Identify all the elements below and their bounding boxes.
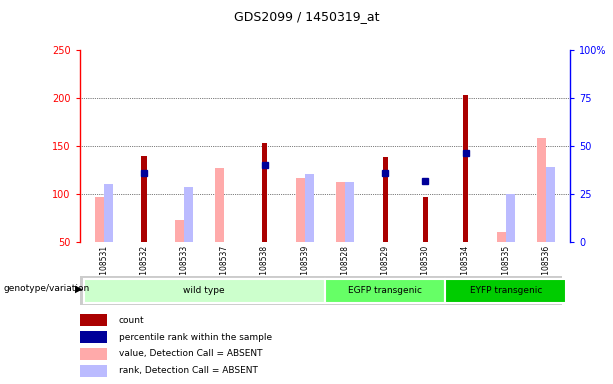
Bar — [463, 95, 468, 242]
Bar — [95, 197, 104, 242]
Text: EGFP transgenic: EGFP transgenic — [348, 286, 422, 295]
Bar — [325, 279, 446, 303]
Bar — [497, 232, 506, 242]
Bar — [305, 174, 314, 242]
Bar — [336, 182, 345, 242]
Text: ▶: ▶ — [75, 284, 82, 294]
Text: GDS2099 / 1450319_at: GDS2099 / 1450319_at — [234, 10, 379, 23]
Bar — [184, 187, 193, 242]
Text: wild type: wild type — [183, 286, 225, 295]
Bar — [80, 314, 107, 326]
Bar — [546, 167, 555, 242]
Text: count: count — [119, 316, 145, 325]
Bar — [175, 220, 184, 242]
Text: value, Detection Call = ABSENT: value, Detection Call = ABSENT — [119, 349, 262, 358]
Text: genotype/variation: genotype/variation — [3, 285, 89, 293]
Bar — [84, 279, 325, 303]
Text: EYFP transgenic: EYFP transgenic — [470, 286, 542, 295]
Bar — [345, 182, 354, 242]
Bar — [383, 157, 387, 242]
Bar — [262, 143, 267, 242]
Bar — [446, 279, 566, 303]
Bar — [142, 156, 147, 242]
Bar — [80, 365, 107, 377]
Bar — [80, 331, 107, 343]
Text: rank, Detection Call = ABSENT: rank, Detection Call = ABSENT — [119, 366, 258, 375]
Bar — [80, 348, 107, 360]
Bar — [215, 168, 224, 242]
Bar — [104, 184, 113, 242]
Bar — [506, 194, 515, 242]
Text: percentile rank within the sample: percentile rank within the sample — [119, 333, 272, 342]
Bar — [423, 197, 428, 242]
Bar — [295, 178, 305, 242]
Bar — [537, 138, 546, 242]
